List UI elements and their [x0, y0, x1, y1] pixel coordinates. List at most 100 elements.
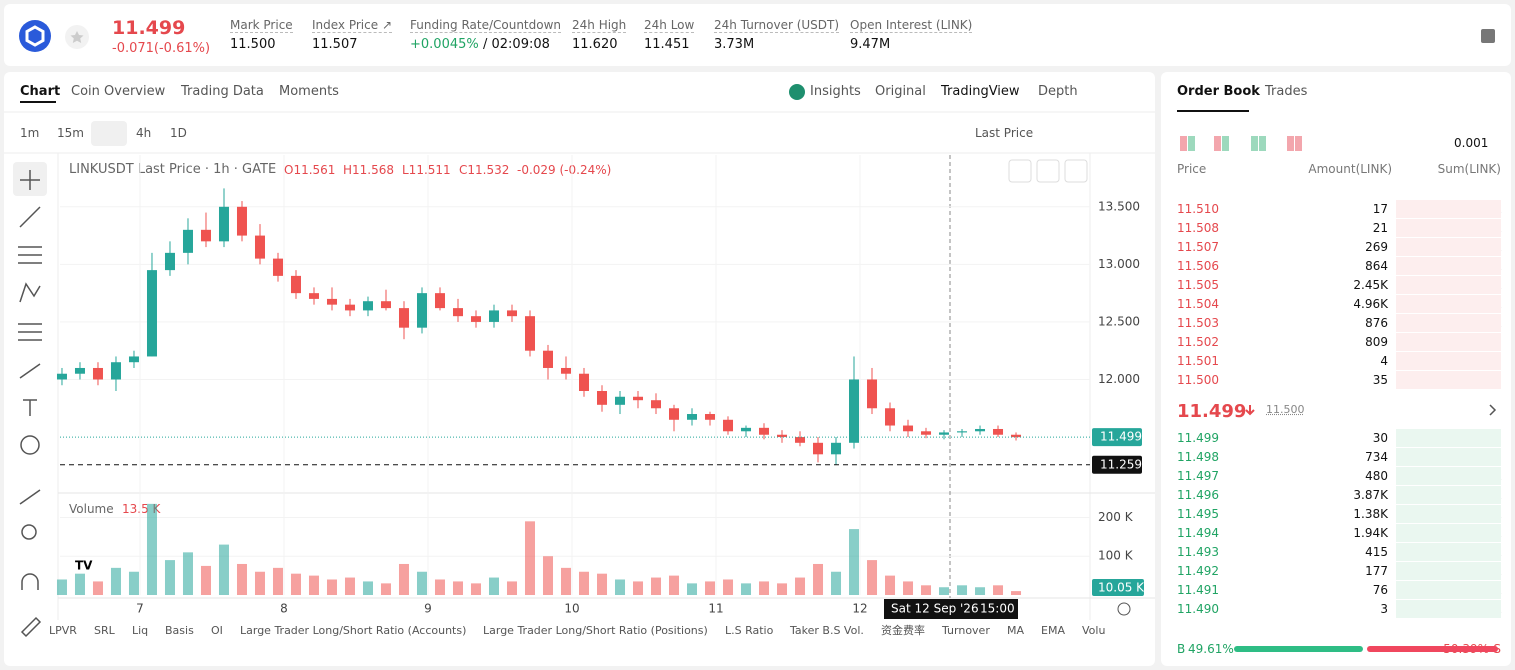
- volume-bar: [813, 563, 824, 595]
- ob-price: 11.494: [1177, 526, 1219, 540]
- volume-bar: [128, 571, 139, 595]
- volume-bar: [344, 577, 355, 595]
- volume-bar: [254, 571, 265, 595]
- x-tick-label: 9: [424, 602, 432, 616]
- volume-bar: [975, 587, 986, 595]
- layout-button[interactable]: [1188, 136, 1195, 151]
- candle-body: [290, 275, 301, 294]
- candle-body: [542, 350, 553, 368]
- ob-amount: 177: [1365, 564, 1388, 578]
- layout-button[interactable]: [1287, 136, 1294, 151]
- volume-bar: [741, 583, 752, 595]
- chart-tab[interactable]: Chart: [20, 84, 61, 99]
- layout-button[interactable]: [1295, 136, 1302, 151]
- chart-tab[interactable]: Moments: [279, 84, 339, 99]
- layout-button[interactable]: [1222, 136, 1229, 151]
- interval[interactable]: 4h: [136, 126, 152, 140]
- collapse-button[interactable]: [1036, 159, 1060, 183]
- ob-price: 11.506: [1177, 259, 1219, 273]
- candle-body: [308, 293, 319, 299]
- indicator[interactable]: SRL: [94, 624, 115, 637]
- indicator[interactable]: EMA: [1041, 624, 1065, 637]
- candle-body: [579, 373, 590, 391]
- candle-body: [254, 235, 265, 259]
- interval[interactable]: 15m: [57, 126, 84, 140]
- volume-bar: [633, 581, 644, 595]
- volume-bar: [777, 583, 788, 595]
- candle-body: [128, 356, 139, 363]
- x-tick-label: 11: [708, 602, 723, 616]
- candle-body: [272, 258, 283, 276]
- depth-shade: [1396, 486, 1501, 504]
- chevron[interactable]: [1489, 404, 1497, 416]
- layout-button[interactable]: [1259, 136, 1266, 151]
- ob-price: 11.491: [1177, 583, 1219, 597]
- volume-bar: [452, 581, 463, 595]
- precision[interactable]: 0.001: [1454, 136, 1489, 150]
- candle-body: [74, 367, 85, 374]
- layout-button[interactable]: [1180, 136, 1187, 151]
- chart-tab[interactable]: Coin Overview: [71, 84, 166, 99]
- x-tick-label: 10: [564, 602, 579, 616]
- fullscreen-button[interactable]: [1064, 159, 1088, 183]
- volume-title: Volume: [69, 502, 114, 516]
- volume-bar: [326, 579, 337, 595]
- view-tab[interactable]: Original: [875, 84, 926, 99]
- interval[interactable]: 1m: [20, 126, 40, 140]
- layout-button[interactable]: [1251, 136, 1258, 151]
- candle-body: [993, 428, 1004, 435]
- candle-body: [380, 301, 391, 309]
- volume-bar: [651, 577, 662, 595]
- indicator[interactable]: L.S Ratio: [725, 624, 774, 637]
- layout-button[interactable]: [1214, 136, 1221, 151]
- indicator[interactable]: Liq: [132, 624, 149, 637]
- indicator[interactable]: Taker B.S Vol.: [790, 624, 864, 637]
- indicator[interactable]: MA: [1007, 624, 1025, 637]
- view-tab[interactable]: Depth: [1038, 84, 1078, 99]
- scroll-button[interactable]: [1008, 159, 1032, 183]
- drawing-tools: [18, 170, 42, 638]
- settings-icon[interactable]: [1481, 29, 1495, 43]
- volume-bar: [398, 563, 409, 595]
- view-tab[interactable]: Insights: [810, 84, 861, 99]
- indicator[interactable]: Large Trader Long/Short Ratio (Positions…: [483, 624, 708, 637]
- candle-body: [777, 434, 788, 438]
- chart-tab[interactable]: Trading Data: [181, 84, 264, 99]
- indicator[interactable]: Large Trader Long/Short Ratio (Accounts): [240, 624, 467, 637]
- crosshair-badge: [884, 599, 1018, 619]
- volume-bar: [110, 567, 121, 595]
- indicator[interactable]: OI: [211, 624, 223, 637]
- indicator[interactable]: 资金费率: [881, 624, 925, 637]
- ob-tab[interactable]: Order Book: [1177, 84, 1260, 99]
- ob-amount: 3: [1380, 602, 1388, 616]
- candle-body: [597, 390, 608, 405]
- price-type[interactable]: Last Price: [975, 126, 1034, 140]
- interval[interactable]: 1D: [170, 126, 187, 140]
- indicator[interactable]: Turnover: [942, 624, 990, 637]
- ob-amount: 864: [1365, 259, 1388, 273]
- ob-price: 11.510: [1177, 202, 1219, 216]
- volume-bar: [921, 585, 932, 595]
- ob-price: 11.493: [1177, 545, 1219, 559]
- depth-shade: [1396, 467, 1501, 485]
- volume-badge: [1092, 579, 1144, 596]
- indicator[interactable]: LPVR: [49, 624, 77, 637]
- settings-icon[interactable]: [1117, 602, 1131, 616]
- volume-bar: [290, 573, 301, 595]
- candle-body: [759, 427, 770, 435]
- depth-shade: [1396, 333, 1501, 351]
- candle-body: [813, 442, 824, 455]
- ob-amount: 4.96K: [1353, 297, 1388, 311]
- candle-body: [326, 298, 337, 305]
- ob-price: 11.501: [1177, 354, 1219, 368]
- indicator[interactable]: Basis: [165, 624, 194, 637]
- indicator[interactable]: Volu: [1082, 624, 1106, 637]
- crosshair-time: 15:00: [980, 602, 1015, 616]
- ratio-buy-bar: [1234, 646, 1363, 652]
- ob-tab[interactable]: Trades: [1265, 84, 1308, 99]
- depth-shade: [1396, 429, 1501, 447]
- view-tab[interactable]: TradingView: [941, 84, 1020, 99]
- price-badge: [1092, 455, 1142, 474]
- star-icon: [70, 31, 84, 43]
